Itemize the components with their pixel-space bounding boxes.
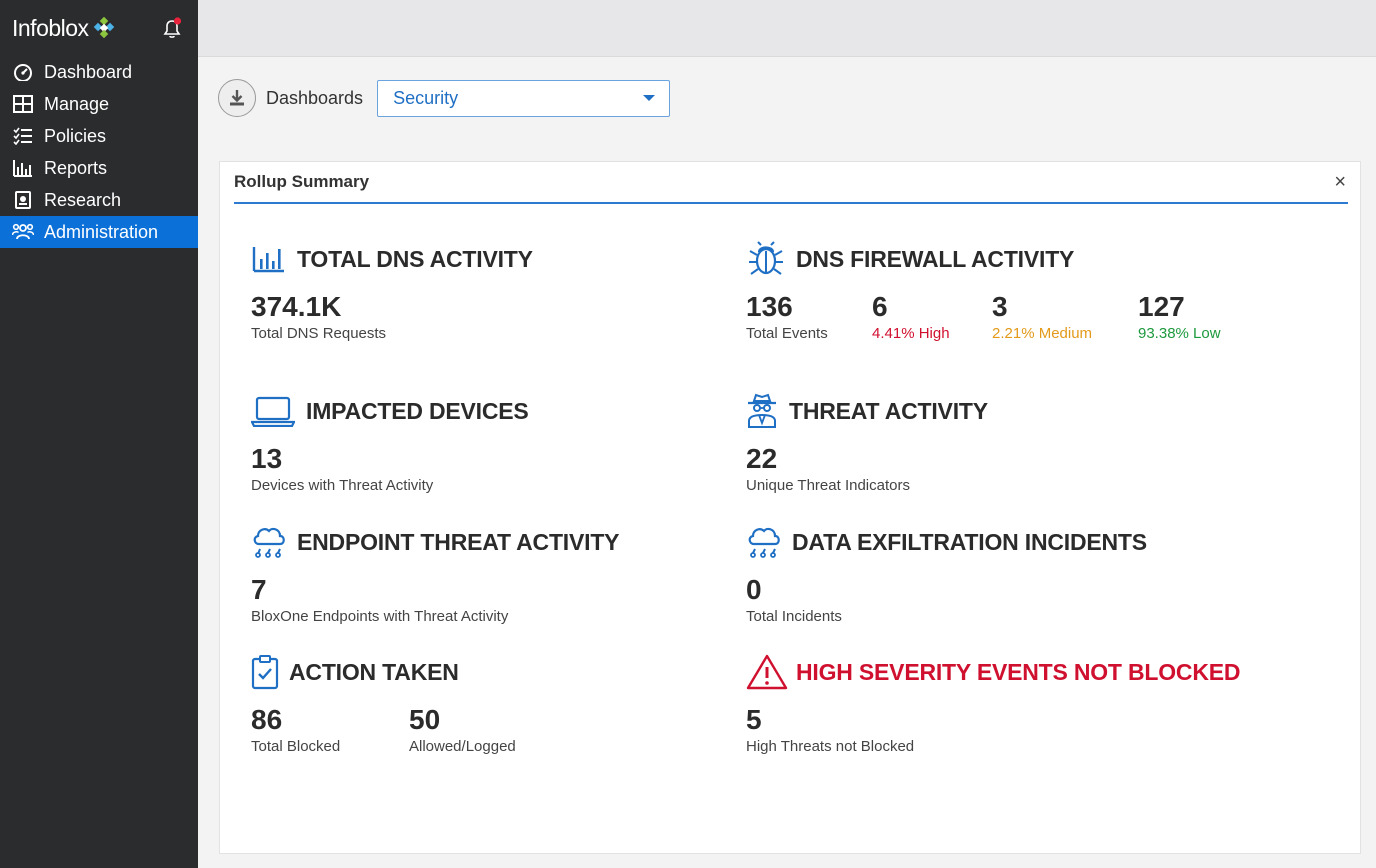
chevron-down-icon xyxy=(643,95,656,101)
metric-value: 374.1K xyxy=(251,291,342,322)
sidebar-item-administration[interactable]: Administration xyxy=(0,216,198,248)
close-icon[interactable]: × xyxy=(1334,171,1346,193)
cloud-rain-icon xyxy=(746,524,782,560)
metric-label: Devices with Threat Activity xyxy=(251,477,434,494)
metric-label: 4.41% High xyxy=(872,325,950,342)
total-dns-activity-section: TOTAL DNS ACTIVITY 374.1K Total DNS Requ… xyxy=(251,241,533,343)
laptop-icon xyxy=(251,393,295,429)
dns-firewall-activity-section: DNS FIREWALL ACTIVITY 136 Total Events 6… xyxy=(746,241,1221,342)
download-button[interactable] xyxy=(218,79,256,117)
metric-label: Allowed/Logged xyxy=(409,738,516,755)
metric-label: Total Incidents xyxy=(746,608,842,625)
action-taken-section: ACTION TAKEN 86 Total Blocked 50 Allowed… xyxy=(251,654,516,755)
metric-devices-with-threat: 13 Devices with Threat Activity xyxy=(251,443,433,494)
sidebar-item-label: Reports xyxy=(44,157,108,178)
cloud-rain-icon xyxy=(251,524,287,560)
bar-chart-icon xyxy=(251,241,287,277)
metric-label: 2.21% Medium xyxy=(992,325,1093,342)
metric-label: BloxOne Endpoints with Threat Activity xyxy=(251,608,509,625)
metric-high: 6 4.41% High xyxy=(872,291,992,342)
metric-value: 6 xyxy=(872,291,888,322)
metric-total-events: 136 Total Events xyxy=(746,291,872,342)
threat-activity-section: THREAT ACTIVITY 22 Unique Threat Indicat… xyxy=(746,393,988,494)
metric-total-blocked: 86 Total Blocked xyxy=(251,704,409,755)
download-icon xyxy=(230,90,244,106)
top-bar xyxy=(198,0,1376,57)
sidebar-nav: Dashboard Manage Policies Reports Resear… xyxy=(0,56,198,248)
section-title: DATA EXFILTRATION INCIDENTS xyxy=(792,528,1147,555)
warning-icon xyxy=(746,654,788,690)
metric-total-incidents: 0 Total Incidents xyxy=(746,574,842,625)
clipboard-check-icon xyxy=(251,654,279,690)
metric-value: 22 xyxy=(746,443,778,474)
sidebar-item-label: Manage xyxy=(44,93,110,114)
metric-low: 127 93.38% Low xyxy=(1138,291,1221,342)
endpoint-threat-activity-section: ENDPOINT THREAT ACTIVITY 7 BloxOne Endpo… xyxy=(251,524,620,625)
metric-value: 127 xyxy=(1138,291,1185,322)
metric-high-threats-not-blocked: 5 High Threats not Blocked xyxy=(746,704,914,755)
metric-label: Unique Threat Indicators xyxy=(746,477,910,494)
metric-value: 13 xyxy=(251,443,283,474)
sidebar: Infoblox Dashboard Manage xyxy=(0,0,198,868)
metric-label: Total DNS Requests xyxy=(251,325,387,342)
sidebar-item-label: Dashboard xyxy=(44,61,133,82)
checklist-icon xyxy=(12,126,34,146)
data-exfiltration-incidents-section: DATA EXFILTRATION INCIDENTS 0 Total Inci… xyxy=(746,524,1147,625)
metric-label: 93.38% Low xyxy=(1138,325,1221,342)
metric-bloxone-endpoints: 7 BloxOne Endpoints with Threat Activity xyxy=(251,574,508,625)
metric-label: Total Blocked xyxy=(251,738,341,755)
bug-icon xyxy=(746,241,786,277)
metric-total-dns-requests: 374.1K Total DNS Requests xyxy=(251,291,386,342)
panel-header: Rollup Summary × xyxy=(234,162,1348,204)
metric-value: 3 xyxy=(992,291,1008,322)
brand-name: Infoblox xyxy=(12,14,89,41)
bar-chart-icon xyxy=(12,158,34,178)
sidebar-item-reports[interactable]: Reports xyxy=(0,152,198,184)
high-severity-events-section: HIGH SEVERITY EVENTS NOT BLOCKED 5 High … xyxy=(746,654,1240,755)
sidebar-item-label: Policies xyxy=(44,125,107,146)
impacted-devices-section: IMPACTED DEVICES 13 Devices with Threat … xyxy=(251,393,529,494)
metric-value: 7 xyxy=(251,574,267,605)
metric-value: 0 xyxy=(746,574,762,605)
section-title: HIGH SEVERITY EVENTS NOT BLOCKED xyxy=(796,658,1241,685)
metric-value: 50 xyxy=(409,704,441,735)
sidebar-item-label: Research xyxy=(44,189,122,210)
section-title: DNS FIREWALL ACTIVITY xyxy=(796,245,1075,272)
metric-value: 136 xyxy=(746,291,793,322)
metric-value: 86 xyxy=(251,704,283,735)
sidebar-item-dashboard[interactable]: Dashboard xyxy=(0,56,198,88)
section-title: IMPACTED DEVICES xyxy=(306,397,529,424)
section-title: THREAT ACTIVITY xyxy=(789,397,988,424)
sidebar-item-research[interactable]: Research xyxy=(0,184,198,216)
research-icon xyxy=(12,190,34,210)
metric-label: Total Events xyxy=(746,325,828,342)
metric-allowed-logged: 50 Allowed/Logged xyxy=(409,704,516,755)
sidebar-item-label: Administration xyxy=(44,221,159,242)
gauge-icon xyxy=(12,62,34,82)
infoblox-logo-icon xyxy=(93,17,114,39)
dashboard-select[interactable]: Security xyxy=(377,79,671,117)
metric-unique-threat-indicators: 22 Unique Threat Indicators xyxy=(746,443,910,494)
sidebar-item-policies[interactable]: Policies xyxy=(0,120,198,152)
section-title: TOTAL DNS ACTIVITY xyxy=(297,245,533,272)
section-title: ACTION TAKEN xyxy=(289,658,459,685)
panel-title: Rollup Summary xyxy=(234,172,370,191)
dashboard-toolbar: Dashboards Security xyxy=(218,79,671,117)
dashboard-select-value: Security xyxy=(393,87,459,108)
metric-value: 5 xyxy=(746,704,762,735)
users-icon xyxy=(12,222,34,242)
dashboards-label: Dashboards xyxy=(266,87,364,108)
rollup-summary-panel: Rollup Summary × TOTAL DNS ACTIVITY 374.… xyxy=(219,161,1361,854)
section-title: ENDPOINT THREAT ACTIVITY xyxy=(297,528,620,555)
grid-icon xyxy=(12,94,34,114)
metric-label: High Threats not Blocked xyxy=(746,738,915,755)
notification-bell-icon[interactable] xyxy=(160,16,184,40)
metric-medium: 3 2.21% Medium xyxy=(992,291,1138,342)
spy-icon xyxy=(746,393,778,429)
sidebar-item-manage[interactable]: Manage xyxy=(0,88,198,120)
brand: Infoblox xyxy=(0,0,198,56)
